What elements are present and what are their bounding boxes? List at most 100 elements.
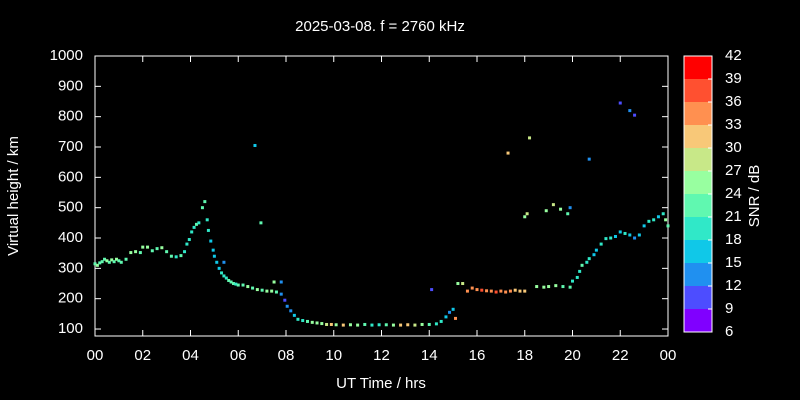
y-tick-label: 800 — [58, 108, 83, 125]
data-point — [594, 248, 598, 252]
data-point — [107, 260, 111, 264]
data-point — [587, 257, 591, 261]
data-point — [150, 249, 154, 253]
x-axis-label: UT Time / hrs — [336, 375, 426, 392]
x-tick-label: 10 — [325, 347, 342, 364]
data-point — [224, 276, 228, 280]
data-point — [618, 101, 622, 105]
colorbar-tick-label: 24 — [725, 185, 742, 202]
data-point — [296, 317, 300, 321]
data-point — [119, 260, 123, 264]
data-point — [220, 271, 224, 275]
data-point — [114, 257, 118, 261]
colorbar-tick-label: 18 — [725, 231, 742, 248]
data-point — [568, 285, 572, 289]
data-point — [506, 151, 510, 155]
data-point — [485, 289, 489, 293]
data-point — [633, 236, 637, 240]
x-tick-label: 08 — [278, 347, 295, 364]
data-point — [628, 233, 632, 237]
data-point — [315, 321, 319, 325]
data-point — [124, 257, 128, 261]
data-point — [580, 263, 584, 267]
colorbar-tick-label: 30 — [725, 139, 742, 156]
data-point — [618, 230, 622, 234]
data-point — [623, 231, 627, 235]
colorbar-cell — [684, 240, 712, 263]
data-point — [217, 266, 221, 270]
data-point — [194, 222, 198, 226]
colorbar-cell — [684, 286, 712, 309]
x-tick-label: 00 — [660, 347, 677, 364]
colorbar-cell — [684, 102, 712, 125]
data-point — [105, 259, 109, 263]
data-point — [434, 322, 438, 326]
data-point — [456, 282, 460, 286]
data-point — [197, 221, 201, 225]
data-point — [499, 289, 503, 293]
data-point — [578, 269, 582, 273]
y-tick-label: 100 — [58, 320, 83, 337]
x-tick-label: 06 — [230, 347, 247, 364]
data-point — [255, 288, 259, 292]
data-point — [205, 218, 209, 222]
data-point — [666, 224, 670, 228]
data-point — [185, 242, 189, 246]
plot-frame — [94, 55, 669, 337]
data-point — [259, 221, 263, 225]
data-point — [465, 289, 469, 293]
data-point — [571, 279, 574, 283]
colorbar-tick-label: 15 — [725, 254, 742, 271]
data-point — [265, 289, 269, 293]
data-point — [203, 200, 207, 204]
data-point — [609, 236, 613, 240]
data-point — [183, 250, 187, 254]
data-point — [289, 309, 293, 313]
x-tick-label: 14 — [421, 347, 438, 364]
chart-title: 2025-03-08. f = 2760 kHz — [295, 18, 465, 35]
data-point — [129, 251, 133, 255]
data-point — [528, 136, 532, 140]
x-tick-label: 20 — [564, 347, 581, 364]
data-point — [334, 323, 338, 327]
data-point — [241, 283, 245, 287]
data-point — [179, 254, 183, 258]
data-point — [656, 215, 660, 219]
data-point — [427, 322, 431, 326]
data-point — [652, 218, 656, 222]
data-point — [554, 284, 558, 288]
y-tick-label: 1000 — [50, 47, 83, 64]
data-point — [448, 310, 452, 314]
data-point — [117, 259, 121, 263]
colorbar-cell — [684, 194, 712, 217]
data-point — [212, 254, 216, 258]
data-point — [341, 323, 345, 327]
data-point — [192, 225, 196, 229]
data-point — [310, 320, 314, 324]
data-point — [592, 253, 596, 257]
data-point — [231, 282, 235, 286]
data-point — [604, 237, 608, 241]
data-point — [494, 290, 498, 294]
data-point — [292, 313, 296, 317]
colorbar-cell — [684, 263, 712, 286]
data-point — [384, 323, 388, 327]
data-point — [138, 251, 142, 255]
data-point — [508, 289, 512, 293]
data-point — [406, 323, 410, 327]
data-point — [377, 323, 381, 327]
data-point — [399, 323, 403, 327]
colorbar-cell — [684, 171, 712, 194]
y-tick-label: 300 — [58, 259, 83, 276]
data-point — [285, 304, 289, 308]
data-point — [222, 274, 226, 278]
data-point — [260, 288, 264, 292]
data-point — [542, 285, 546, 289]
data-point — [227, 278, 231, 282]
data-point — [489, 289, 493, 293]
x-tick-label: 04 — [182, 347, 199, 364]
data-point — [253, 143, 257, 147]
data-point — [430, 288, 434, 292]
x-tick-label: 16 — [469, 347, 486, 364]
